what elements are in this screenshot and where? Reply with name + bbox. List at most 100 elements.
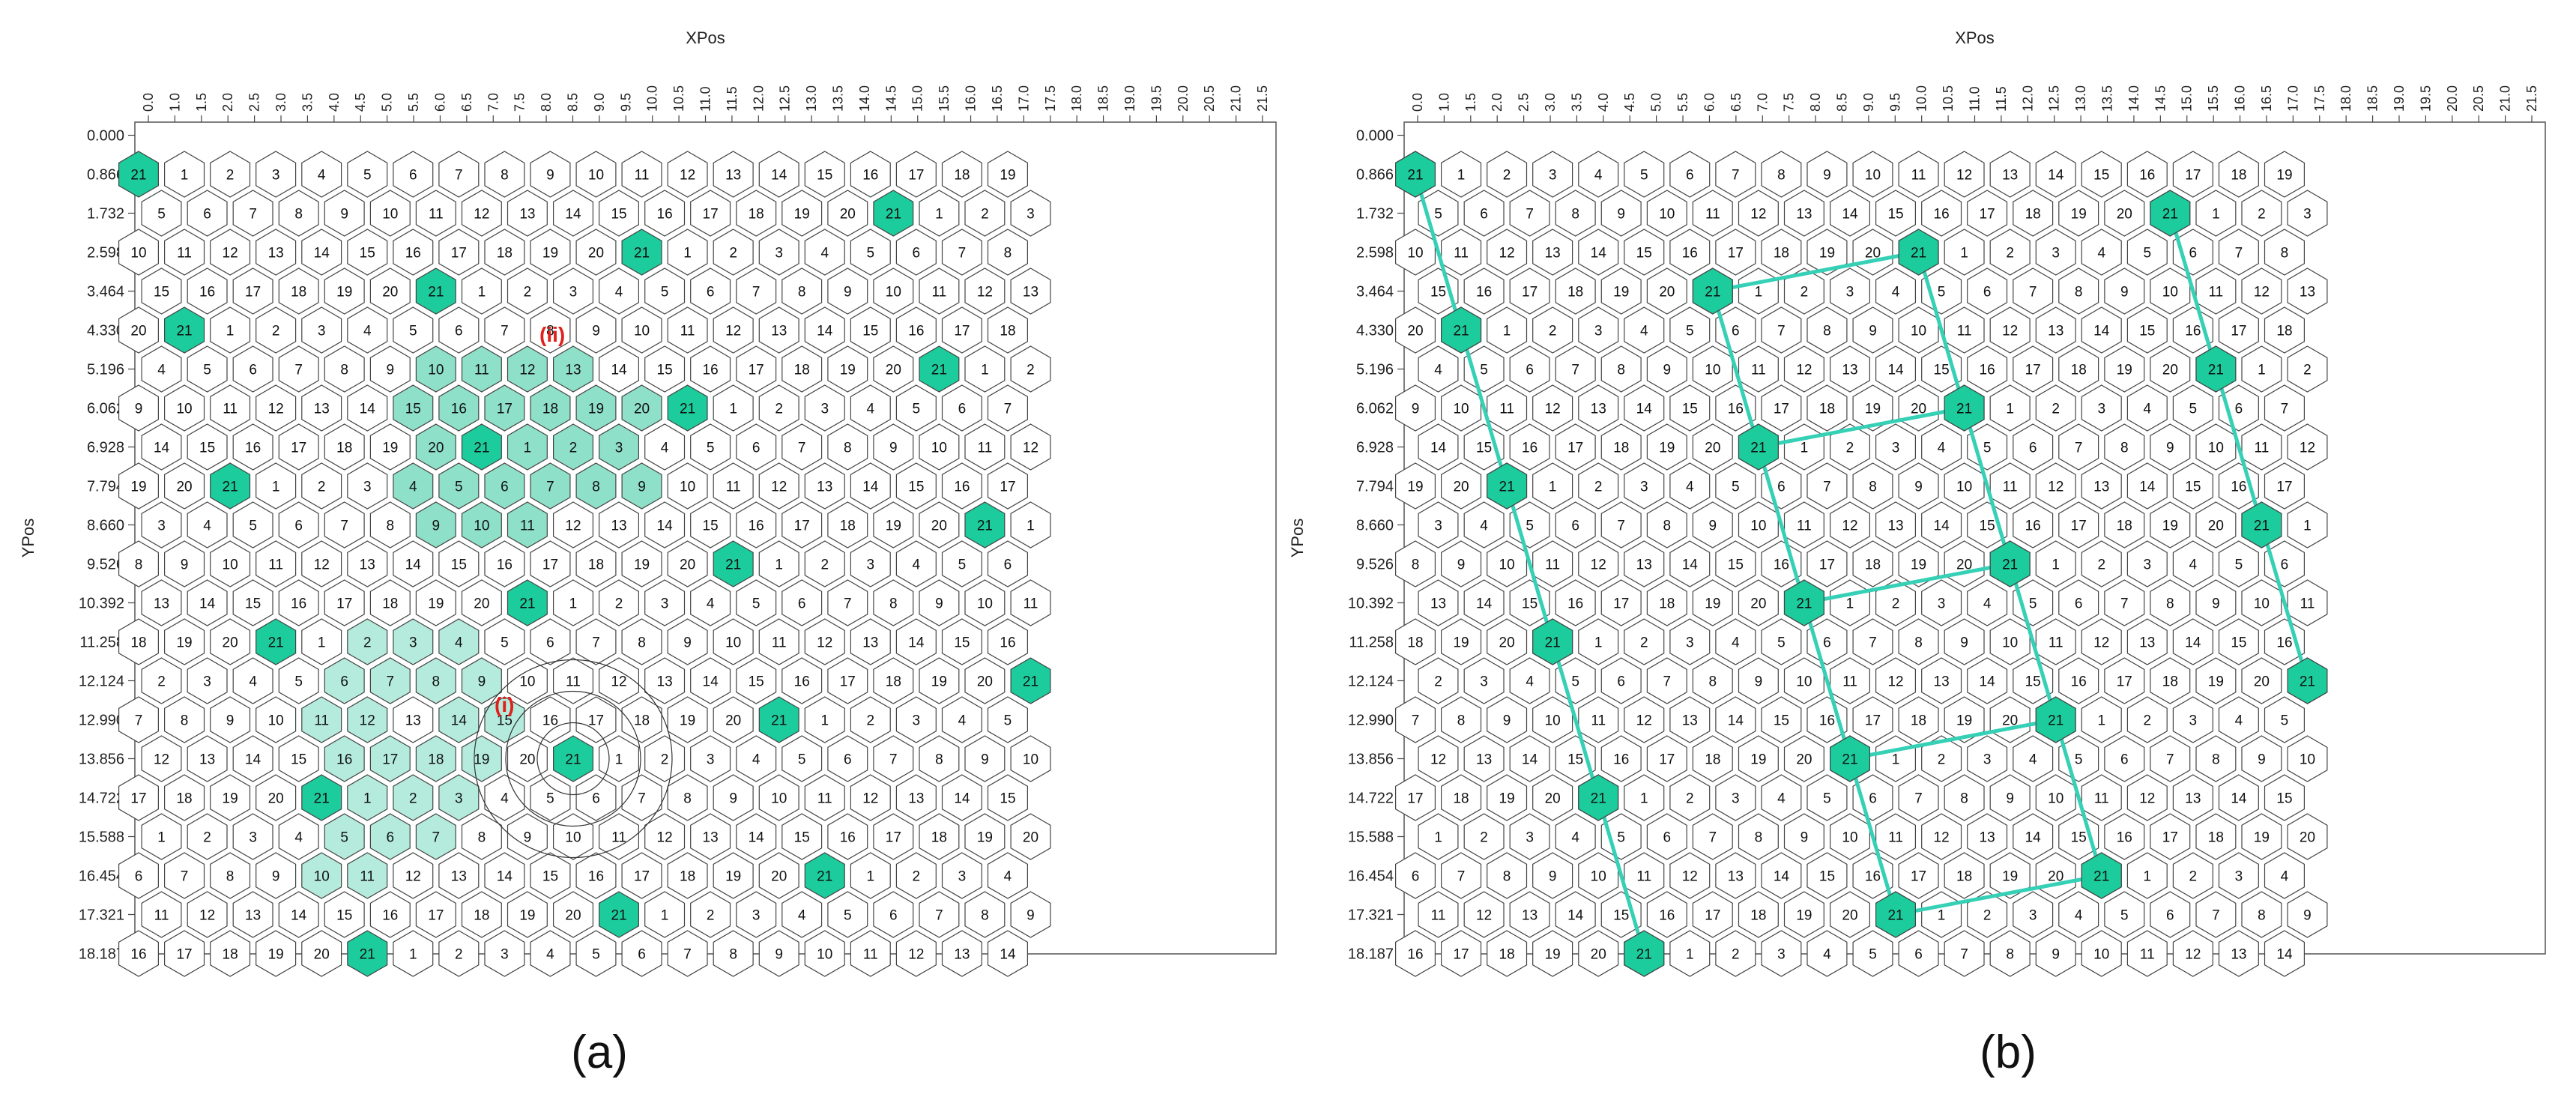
hex-cell-label: 13 (1476, 752, 1492, 768)
hex-cell (987, 930, 1029, 977)
hex-cell (873, 813, 914, 860)
hex-cell (301, 462, 342, 510)
hex-cell-label: 14 (862, 480, 879, 495)
hex-cell (1394, 618, 1436, 665)
hex-cell-label: 12 (817, 635, 832, 651)
hex-cell (1692, 813, 1733, 860)
hex-cell (141, 735, 182, 782)
hex-cell-label: 9 (1457, 557, 1466, 573)
hex-cell-label: 17 (2117, 674, 2132, 690)
hex-cell (2195, 813, 2237, 860)
hex-cell (1669, 462, 1711, 510)
hex-cell (369, 657, 411, 704)
hex-cell (1944, 151, 1985, 198)
hex-cell (919, 579, 960, 626)
hex-cell-label: 14 (2139, 480, 2156, 495)
hex-cell (1761, 618, 1802, 665)
hex-cell (530, 540, 571, 587)
hex-cell-label: 17 (1980, 207, 1995, 223)
x-tick-label: 8.0 (539, 93, 554, 112)
hex-cell-label: 20 (1865, 246, 1881, 262)
hex-cell (141, 190, 182, 237)
y-tick-label: 6.928 (1356, 440, 1394, 456)
x-axis-label: XPos (1955, 28, 1995, 47)
hex-cell (1852, 618, 1893, 665)
hex-cell-label: 1 (661, 908, 669, 924)
hex-cell (2241, 813, 2282, 860)
hex-cell-label: 7 (798, 441, 806, 456)
hex-cell-label: 21 (1636, 947, 1652, 963)
hex-cell-label: 6 (1869, 791, 1877, 807)
hex-cell (301, 774, 342, 821)
hex-cell-label: 13 (1728, 869, 1744, 885)
x-tick-label: 16.0 (964, 85, 979, 112)
hex-cell-label: 2 (981, 207, 989, 223)
hex-cell-label: 14 (314, 246, 330, 262)
hex-cell-label: 20 (588, 246, 604, 262)
x-tick-label: 3.0 (273, 93, 288, 112)
y-tick-label: 1.732 (87, 206, 124, 223)
hex-cell (1555, 501, 1596, 549)
hex-cell-label: 4 (958, 713, 967, 729)
link-line (1596, 797, 1646, 955)
hex-cell-label: 11 (1751, 363, 1766, 378)
link-line (1413, 173, 1463, 331)
hex-cell (141, 813, 182, 860)
hex-cell-label: 17 (1728, 246, 1744, 262)
hex-cell-label: 5 (409, 324, 417, 339)
hex-cell (2104, 423, 2145, 471)
hex-cell (2195, 657, 2237, 704)
x-tick-label: 12.5 (778, 85, 793, 112)
x-tick-label: 9.5 (618, 93, 633, 112)
link-line (1803, 562, 2011, 605)
hex-cell-label: 3 (1594, 324, 1603, 339)
hex-cell-label: 3 (1892, 441, 1900, 456)
hex-cell-label: 4 (2189, 557, 2198, 573)
hex-cell (2241, 735, 2282, 782)
hex-cell (941, 852, 982, 899)
hex-cell-label: 8 (2258, 908, 2266, 924)
hex-cell-label: 14 (1476, 596, 1493, 612)
x-tick-label: 14.0 (2126, 85, 2141, 112)
hex-cell-label: 10 (1865, 168, 1881, 184)
hex-cell (1532, 540, 1573, 587)
hex-cell (232, 423, 273, 471)
hex-cell (1921, 735, 1962, 782)
hex-cell-label: 12 (908, 947, 924, 963)
hex-cell (324, 190, 365, 237)
hex-cell-label: 7 (386, 674, 394, 690)
hex-cell-label: 3 (1846, 285, 1854, 300)
hex-cell-label: 8 (2281, 246, 2289, 262)
hex-cell-label: 21 (2093, 869, 2109, 885)
hex-cell (187, 268, 228, 315)
hex-cell (621, 229, 662, 276)
x-tick-label: 1.0 (1436, 93, 1451, 112)
hex-cell (347, 852, 388, 899)
hex-cell-label: 6 (340, 674, 348, 690)
hex-cell (2126, 540, 2168, 587)
hex-cell-label: 7 (1869, 635, 1877, 651)
hex-cell (2058, 423, 2099, 471)
hex-cell (530, 852, 571, 899)
hex-cell-label: 3 (913, 713, 921, 729)
hex-cell-label: 4 (913, 557, 921, 573)
hex-cell-label: 19 (1911, 557, 1926, 573)
hex-cell-label: 14 (1842, 207, 1858, 223)
hex-cell (1806, 540, 1848, 587)
hex-cell-label: 14 (1887, 363, 1904, 378)
hex-cell (2035, 384, 2076, 432)
hex-cell (850, 306, 891, 354)
hex-cell (1646, 190, 1687, 237)
hex-cell (736, 657, 777, 704)
hex-cell-label: 14 (1591, 246, 1607, 262)
hex-cell-label: 3 (1526, 830, 1534, 846)
hex-cell-label: 2 (318, 480, 326, 495)
hex-cell-label: 19 (268, 947, 284, 963)
hex-cell (758, 462, 799, 510)
hex-cell (941, 930, 982, 977)
hex-cell (1487, 384, 1528, 432)
hex-cell (690, 891, 731, 938)
hex-cell-label: 4 (455, 635, 463, 651)
hex-cell-label: 4 (501, 791, 509, 807)
hex-cell (2172, 384, 2213, 432)
